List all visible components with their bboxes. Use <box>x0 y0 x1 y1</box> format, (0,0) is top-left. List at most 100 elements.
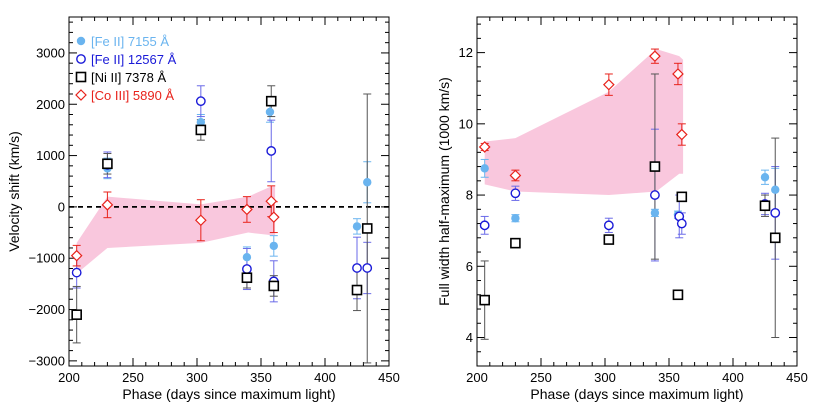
y-tick-label: 6 <box>466 259 473 274</box>
plot-frame <box>68 16 390 367</box>
data-point <box>769 232 781 244</box>
data-point <box>102 158 113 170</box>
data-point <box>241 203 253 216</box>
data-point <box>676 218 687 229</box>
y-tick-label: 3000 <box>36 45 65 60</box>
data-point <box>771 185 780 194</box>
data-point <box>362 263 373 273</box>
data-point <box>770 207 781 218</box>
y-tick-label: 4 <box>466 330 473 345</box>
data-point <box>649 161 661 172</box>
data-point <box>760 173 770 182</box>
x-tick-label: 400 <box>722 370 744 385</box>
data-point <box>241 272 253 284</box>
data-point <box>265 195 278 208</box>
x-tick-label: 300 <box>186 370 208 385</box>
data-point <box>510 188 521 199</box>
data-point <box>195 96 206 107</box>
data-point <box>649 50 661 63</box>
data-point <box>672 289 684 301</box>
data-point <box>269 241 278 251</box>
data-point <box>195 124 207 136</box>
data-point <box>352 222 362 231</box>
legend-marker <box>75 89 87 101</box>
legend: [Fe II] 7155 Å [Fe II] 12567 Å [Ni II] 737… <box>75 34 177 103</box>
plot-frame <box>476 16 798 367</box>
y-tick-label: 8 <box>466 188 473 203</box>
data-point <box>603 220 614 231</box>
y-tick-label: 1000 <box>36 148 65 163</box>
series-markers-1 <box>71 96 373 287</box>
velocity-shift-panel: 200 250 300 350 400 450 −3000 −2000 −1000 0 1000 20… <box>6 16 400 402</box>
data-point <box>650 208 660 218</box>
x-tick-label: 250 <box>122 370 144 385</box>
data-point <box>361 223 373 234</box>
x-tick-label: 250 <box>530 370 552 385</box>
data-point <box>196 118 206 127</box>
legend-label: [Fe II] 7155 Å <box>91 34 169 49</box>
y-tick-label: 0 <box>58 199 65 214</box>
data-point <box>71 309 82 320</box>
data-point <box>478 141 491 153</box>
data-point <box>242 252 252 262</box>
x-tick-label: 200 <box>466 370 488 385</box>
data-point <box>675 128 688 141</box>
x-tick-label: 450 <box>378 370 400 385</box>
legend-label: [Ni II] 7378 Å <box>91 70 166 85</box>
shaded-band <box>484 49 684 196</box>
y-tick-label: 12 <box>459 45 473 60</box>
data-point <box>268 280 280 292</box>
data-point <box>602 78 615 91</box>
data-point <box>363 178 372 187</box>
data-point <box>267 211 280 224</box>
x-axis-label: Phase (days since maximum light) <box>122 386 335 402</box>
data-point <box>70 249 83 262</box>
y-tick-label: −3000 <box>28 353 65 368</box>
series-markers-3 <box>478 50 688 182</box>
series-markers-1 <box>479 188 781 231</box>
x-tick-label: 350 <box>250 370 272 385</box>
shaded-band <box>76 186 276 274</box>
series-markers-3 <box>70 195 280 262</box>
legend-label: [Fe II] 12567 Å <box>91 52 177 67</box>
data-point <box>511 214 520 223</box>
series-1 <box>72 85 372 303</box>
data-point <box>266 146 277 156</box>
data-point <box>352 263 362 273</box>
y-tick-label: 10 <box>459 116 473 131</box>
x-tick-label: 200 <box>58 370 80 385</box>
data-point <box>101 198 114 211</box>
data-point <box>479 220 490 231</box>
legend-marker <box>75 71 87 83</box>
data-point <box>510 237 521 249</box>
x-tick-label: 300 <box>594 370 616 385</box>
data-point <box>509 169 522 182</box>
data-point <box>759 200 771 212</box>
data-point <box>265 107 275 117</box>
x-tick-label: 450 <box>786 370 808 385</box>
legend-marker <box>76 54 86 64</box>
fwhm-panel: 200 250 300 350 400 450 4 6 8 10 12 Phase (days sin… <box>436 16 808 402</box>
y-tick-label: 2000 <box>36 97 65 112</box>
y-tick-label: −1000 <box>28 251 65 266</box>
data-point <box>351 284 363 296</box>
data-point <box>672 68 684 80</box>
series-markers-0 <box>103 107 372 262</box>
y-axis-label: Velocity shift (km/s) <box>6 131 22 252</box>
y-axis-label: Full width half-maximum (1000 km/s) <box>436 77 452 306</box>
data-point <box>650 190 660 200</box>
data-point <box>479 294 490 306</box>
data-point <box>242 264 252 274</box>
data-point <box>480 164 489 173</box>
legend-marker <box>76 36 86 46</box>
data-point <box>603 234 615 245</box>
data-point <box>265 95 277 107</box>
data-point <box>71 267 82 278</box>
x-tick-label: 400 <box>314 370 336 385</box>
data-point <box>194 214 207 227</box>
data-point <box>676 191 688 203</box>
series-markers-2 <box>479 161 781 306</box>
x-axis-label: Phase (days since maximum light) <box>530 386 743 402</box>
legend-label: [Co III] 5890 Å <box>91 88 174 103</box>
